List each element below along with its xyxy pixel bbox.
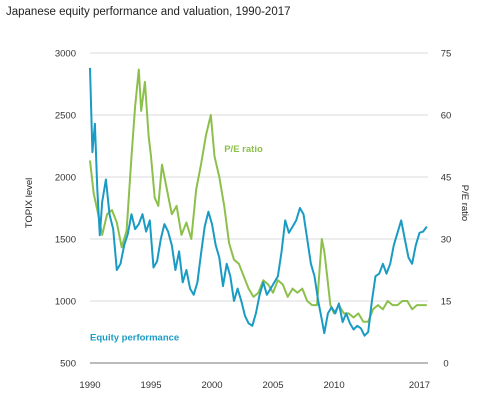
x-tick-label: 2005 — [262, 380, 283, 391]
equity-performance-label: Equity performance — [90, 333, 179, 344]
y2-axis-label: P/E ratio — [459, 185, 470, 221]
y2-tick-label: 60 — [441, 111, 452, 122]
x-tick-label: 2010 — [323, 380, 344, 391]
y2-tick-label: 45 — [441, 173, 452, 184]
x-tick-label: 1990 — [79, 380, 100, 391]
y2-tick-label: 75 — [441, 49, 452, 60]
x-tick-label: 2017 — [409, 380, 430, 391]
pe-ratio-line — [89, 68, 427, 323]
x-tick-label: 1995 — [140, 380, 161, 391]
y-tick-label: 500 — [60, 359, 76, 370]
y2-tick-label: 15 — [441, 297, 452, 308]
y2-tick-label: 30 — [441, 235, 452, 246]
chart-title: Japanese equity performance and valuatio… — [6, 6, 291, 18]
y-axis-label: TOPIX level — [24, 178, 35, 229]
y-tick-label: 2000 — [55, 173, 76, 184]
y-tick-label: 1500 — [55, 235, 76, 246]
y-tick-label: 3000 — [55, 49, 76, 60]
pe-ratio-label: P/E ratio — [224, 144, 263, 155]
tick-labels: 500 1000 1500 2000 2500 3000 0 15 30 45 60 75 1990 19… — [55, 49, 451, 392]
y-tick-label: 1000 — [55, 297, 76, 308]
x-tick-label: 2000 — [201, 380, 222, 391]
equity-performance-line — [89, 67, 428, 337]
y2-tick-label: 0 — [443, 359, 448, 370]
annotations: P/E ratio Equity performance — [90, 144, 263, 343]
series-layer — [89, 67, 428, 337]
y-tick-label: 2500 — [55, 111, 76, 122]
